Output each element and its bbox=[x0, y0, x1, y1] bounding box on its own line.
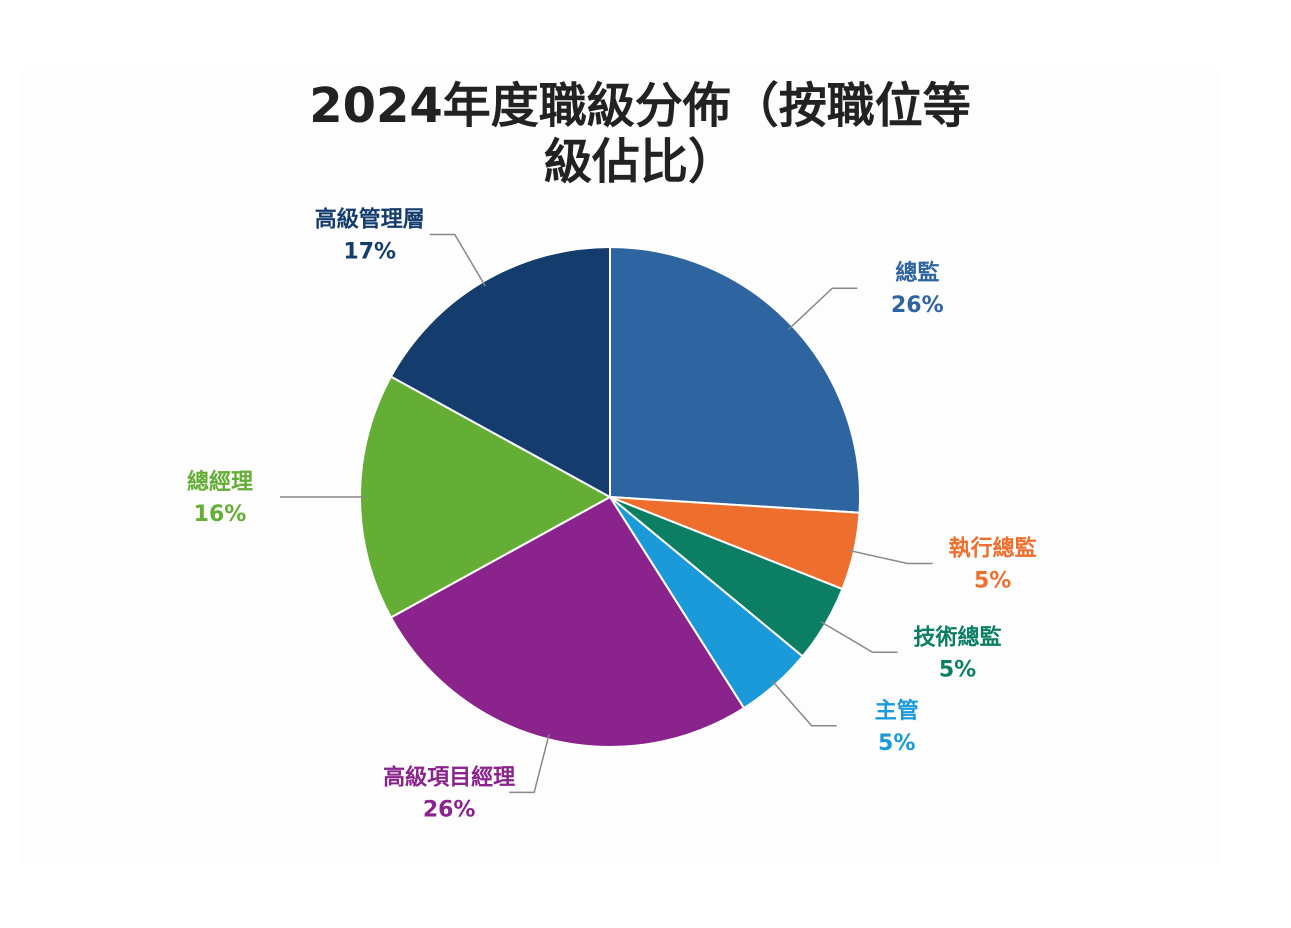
leader-line bbox=[771, 680, 837, 727]
slice-label: 總經理 bbox=[187, 469, 253, 495]
leader-line bbox=[788, 287, 858, 330]
pie-slice bbox=[609, 245, 861, 514]
leader-line bbox=[509, 734, 550, 794]
slice-value-label: 17% bbox=[343, 239, 396, 264]
slice-value-label: 5% bbox=[878, 731, 915, 756]
slice-label: 技術總監 bbox=[914, 624, 1002, 650]
slice-label: 高級管理層 bbox=[315, 206, 425, 232]
leader-line bbox=[820, 621, 898, 654]
slice-value-label: 5% bbox=[939, 657, 976, 682]
slice-label: 總監 bbox=[895, 260, 939, 286]
slice-label: 主管 bbox=[875, 698, 919, 724]
slice-value-label: 26% bbox=[891, 293, 944, 318]
slice-label: 執行總監 bbox=[949, 536, 1037, 562]
leader-line bbox=[848, 549, 933, 565]
leader-line bbox=[429, 233, 486, 287]
slice-value-label: 26% bbox=[423, 797, 476, 822]
chart-title: 2024年度職級分佈（按職位等級佔比） bbox=[309, 78, 971, 190]
slice-value-label: 16% bbox=[194, 502, 247, 527]
slice-label: 高級項目經理 bbox=[383, 764, 515, 790]
slice-value-label: 5% bbox=[974, 569, 1011, 594]
